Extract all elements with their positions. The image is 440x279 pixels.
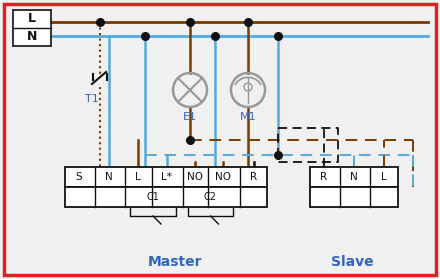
Text: L: L — [28, 13, 36, 25]
Text: Master: Master — [148, 255, 202, 269]
Text: N: N — [27, 30, 37, 44]
Text: S: S — [76, 172, 82, 182]
Text: M1: M1 — [240, 112, 257, 122]
Text: C1: C1 — [147, 192, 159, 202]
Bar — [310, 187, 398, 207]
Text: R: R — [250, 172, 257, 182]
Text: L*: L* — [161, 172, 172, 182]
Text: L: L — [381, 172, 387, 182]
Bar — [13, 10, 51, 46]
Bar — [65, 167, 267, 187]
Text: R: R — [320, 172, 327, 182]
Text: NO: NO — [187, 172, 202, 182]
Text: Slave: Slave — [331, 255, 373, 269]
Text: E1: E1 — [183, 112, 197, 122]
Bar — [65, 187, 267, 207]
Text: N: N — [105, 172, 113, 182]
Text: N: N — [350, 172, 358, 182]
Text: T1: T1 — [85, 94, 99, 104]
Text: NO: NO — [215, 172, 231, 182]
Text: L: L — [135, 172, 140, 182]
Text: C2: C2 — [204, 192, 217, 202]
Bar — [310, 167, 398, 187]
